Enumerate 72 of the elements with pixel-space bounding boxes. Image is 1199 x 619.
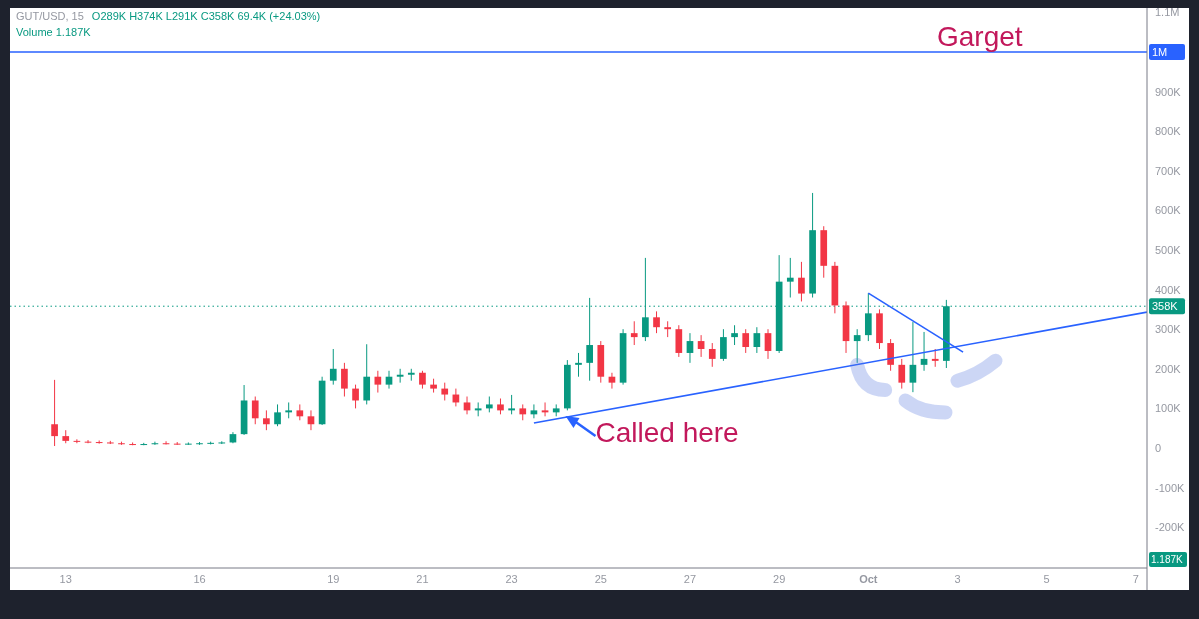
candlestick — [341, 362, 348, 398]
ref-line-label: 1M — [1152, 45, 1168, 58]
candlestick — [396, 368, 404, 384]
y-tick-label: 1.1M — [1155, 6, 1180, 19]
candlestick — [642, 257, 649, 342]
candlestick — [675, 324, 683, 358]
x-tick-label: 16 — [193, 573, 206, 585]
candlestick — [686, 332, 694, 364]
x-tick-label: 5 — [1043, 573, 1050, 585]
x-tick-label: 27 — [683, 573, 697, 585]
y-tick-label: 600K — [1155, 204, 1182, 217]
candlestick — [630, 320, 638, 346]
annotation: Called here — [595, 416, 739, 448]
x-tick-label: Oct — [859, 573, 878, 585]
candlestick — [251, 396, 259, 425]
candlestick — [742, 328, 750, 354]
candlestick — [798, 261, 805, 302]
x-tick-label: 3 — [954, 573, 961, 585]
y-tick-label: 400K — [1155, 283, 1182, 296]
candlestick — [463, 396, 471, 415]
candlestick — [575, 352, 582, 378]
candlestick — [786, 257, 794, 298]
x-tick-label: 7 — [1132, 573, 1139, 585]
candlestick — [95, 439, 103, 445]
candlestick — [274, 403, 281, 427]
x-tick-label: 13 — [59, 573, 72, 585]
candlestick — [753, 326, 761, 354]
candlestick — [363, 343, 371, 405]
y-tick-label: -100K — [1155, 481, 1186, 494]
y-tick-label: 900K — [1155, 85, 1182, 98]
chart-subtitle: O289K H374K L291K C358K 69.4K (+24.03%) — [91, 10, 321, 22]
candlestick — [508, 394, 515, 415]
chart-title: GUT/USD, 15 — [16, 10, 84, 22]
candlestick — [51, 379, 58, 447]
candlestick — [887, 338, 894, 372]
candlestick — [329, 348, 337, 386]
x-tick-label: 21 — [416, 573, 429, 585]
y-tick-label: 200K — [1155, 362, 1182, 375]
candlestick — [653, 310, 660, 334]
candlestick — [731, 324, 738, 346]
candlestick — [920, 331, 928, 372]
candlestick — [608, 372, 616, 390]
y-tick-label: 300K — [1155, 323, 1182, 336]
candlestick — [541, 401, 549, 417]
candlestick — [263, 409, 270, 431]
x-tick-label: 19 — [327, 573, 340, 585]
text: 1.187K — [1151, 554, 1184, 565]
y-tick-label: 800K — [1155, 125, 1182, 138]
y-tick-label: -200K — [1155, 521, 1186, 534]
candlestick — [909, 321, 917, 393]
candlestick — [352, 384, 359, 409]
y-tick-label: 100K — [1155, 402, 1182, 415]
y-tick-label: 0 — [1155, 442, 1162, 454]
candlestick — [307, 409, 315, 431]
ref-line-label: 358K — [1152, 300, 1179, 313]
candlestick — [764, 328, 772, 360]
candlestick — [720, 328, 727, 362]
candlestick — [530, 403, 538, 419]
candlestick — [374, 370, 382, 394]
annotation: Volume 1.187K — [16, 26, 92, 38]
y-tick-label: 500K — [1155, 243, 1182, 256]
annotation: Garget — [936, 20, 1023, 52]
candlestick — [853, 328, 861, 364]
candlestick — [898, 358, 906, 390]
candlestick — [708, 342, 716, 368]
x-tick-label: 29 — [773, 573, 786, 585]
y-tick-label: 700K — [1155, 164, 1182, 177]
x-tick-label: 23 — [505, 573, 518, 585]
x-tick-label: 25 — [594, 573, 607, 585]
candlestick — [385, 370, 393, 390]
candlestick — [697, 334, 705, 358]
candlestick — [185, 441, 192, 446]
